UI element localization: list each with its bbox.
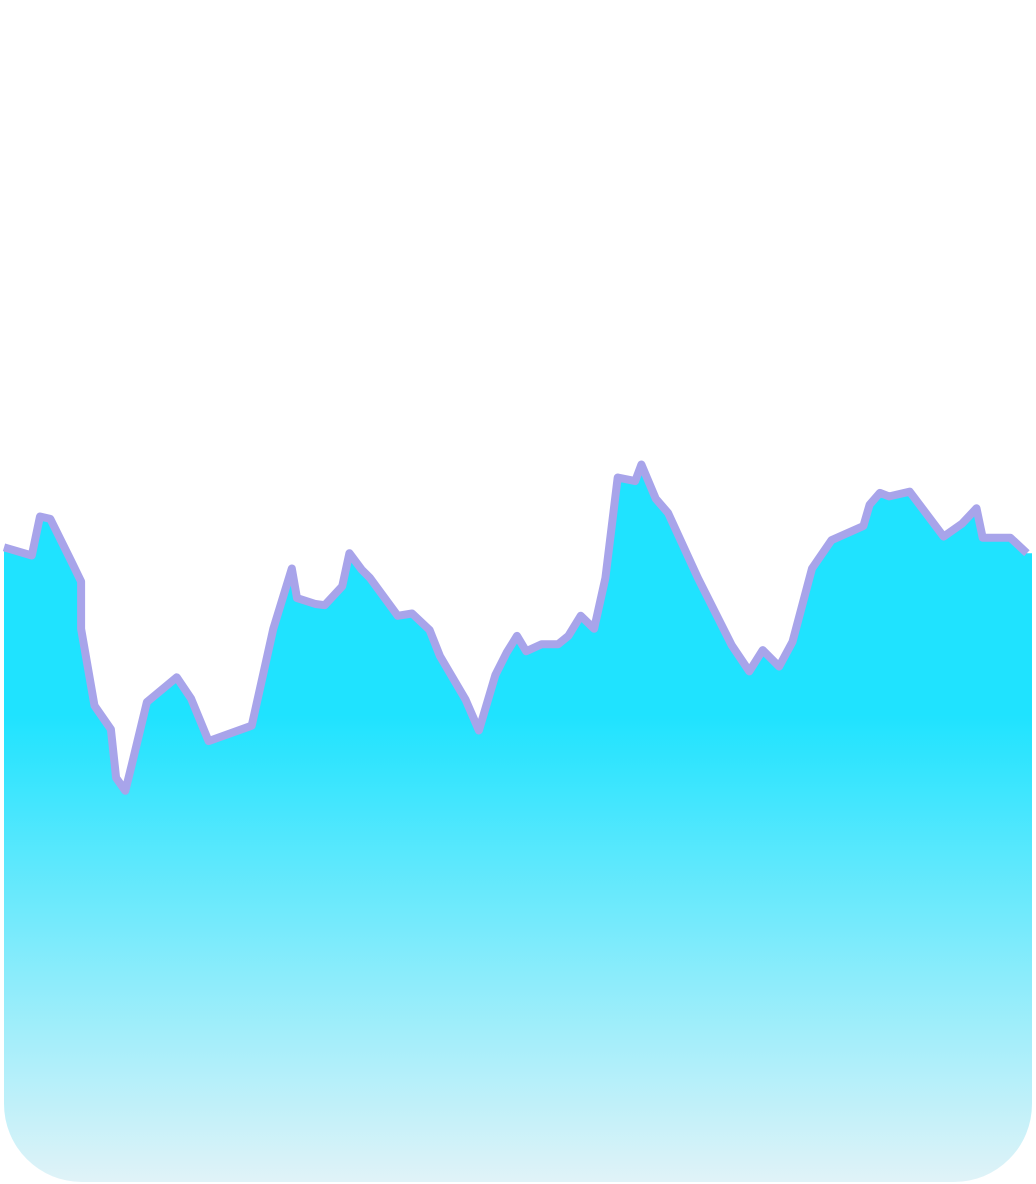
series-line xyxy=(2,460,1030,795)
plot-area xyxy=(2,460,1032,1182)
area-fill xyxy=(4,464,1032,1182)
